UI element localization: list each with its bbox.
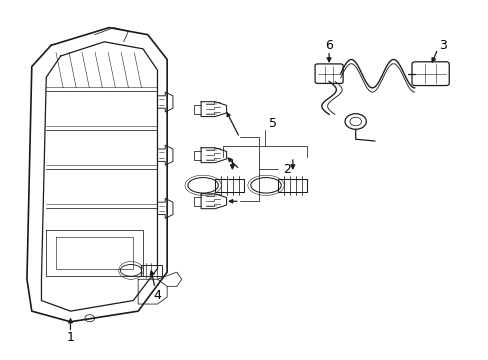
Text: 3: 3	[438, 39, 446, 52]
Text: 6: 6	[325, 39, 332, 52]
Text: 5: 5	[268, 117, 276, 130]
Text: 4: 4	[153, 289, 161, 302]
Text: 1: 1	[66, 331, 74, 344]
Text: 2: 2	[283, 163, 290, 176]
